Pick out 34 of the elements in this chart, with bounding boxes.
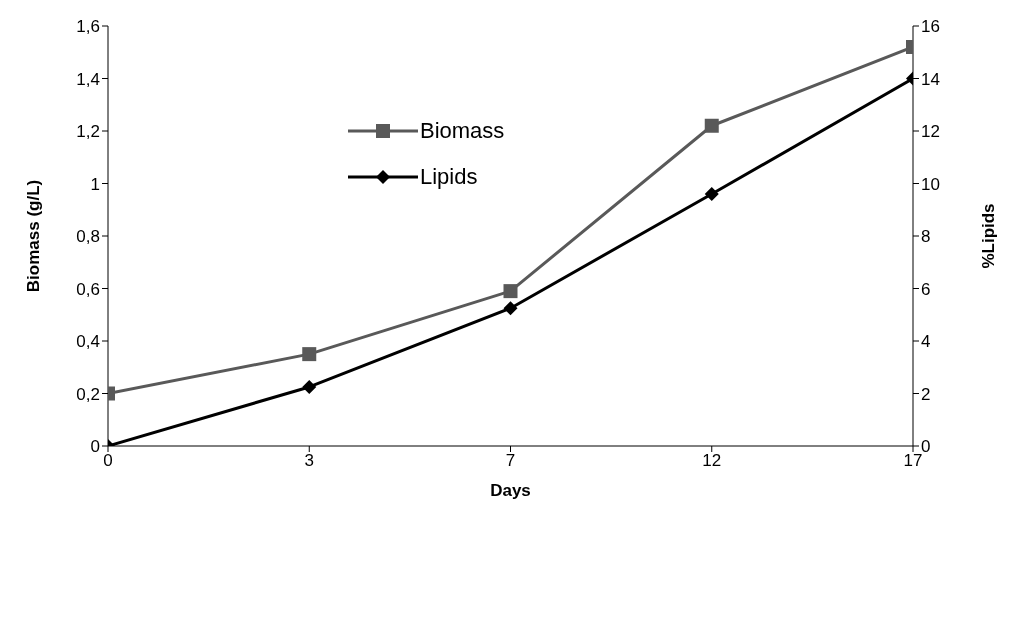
legend-label: Biomass <box>420 118 505 144</box>
y-tick-label: 0,4 <box>76 332 100 352</box>
x-axis-title: Days <box>490 481 531 500</box>
legend-label: Lipids <box>420 164 478 190</box>
y-tick-label: 0,2 <box>76 384 100 404</box>
y2-tick-label: 8 <box>921 227 931 247</box>
point <box>503 301 518 316</box>
y-tick-label: 1 <box>90 174 100 194</box>
x-tick-label: 12 <box>702 451 722 471</box>
x-tick-label: 17 <box>903 451 923 471</box>
y-tick-label: 1,2 <box>76 122 100 142</box>
y2-tick-label: 10 <box>921 174 940 194</box>
y2-tick-label: 0 <box>921 437 931 457</box>
y-axis-title: Biomass (g/L) <box>24 179 44 293</box>
y2-tick-label: 14 <box>921 69 940 89</box>
point <box>302 347 317 362</box>
y2-tick-label: 16 <box>921 17 940 37</box>
y-tick-label: 0 <box>90 437 100 457</box>
x-tick-label: 0 <box>103 451 113 471</box>
y2-axis-title: %Lipids <box>979 203 999 269</box>
y-tick-label: 1,6 <box>76 17 100 37</box>
point <box>503 284 518 299</box>
y2-tick-label: 2 <box>921 384 931 404</box>
point <box>704 187 719 201</box>
y2-tick-label: 12 <box>921 122 940 142</box>
y-tick-label: 0,6 <box>76 279 100 299</box>
x-tick-label: 7 <box>505 451 516 471</box>
y-tick-label: 1,4 <box>76 69 100 89</box>
point <box>302 379 317 394</box>
y2-tick-label: 6 <box>921 279 931 299</box>
y-tick-label: 0,8 <box>76 227 100 247</box>
x-tick-label: 3 <box>304 451 314 471</box>
point <box>704 118 719 133</box>
y2-tick-label: 4 <box>921 332 931 352</box>
